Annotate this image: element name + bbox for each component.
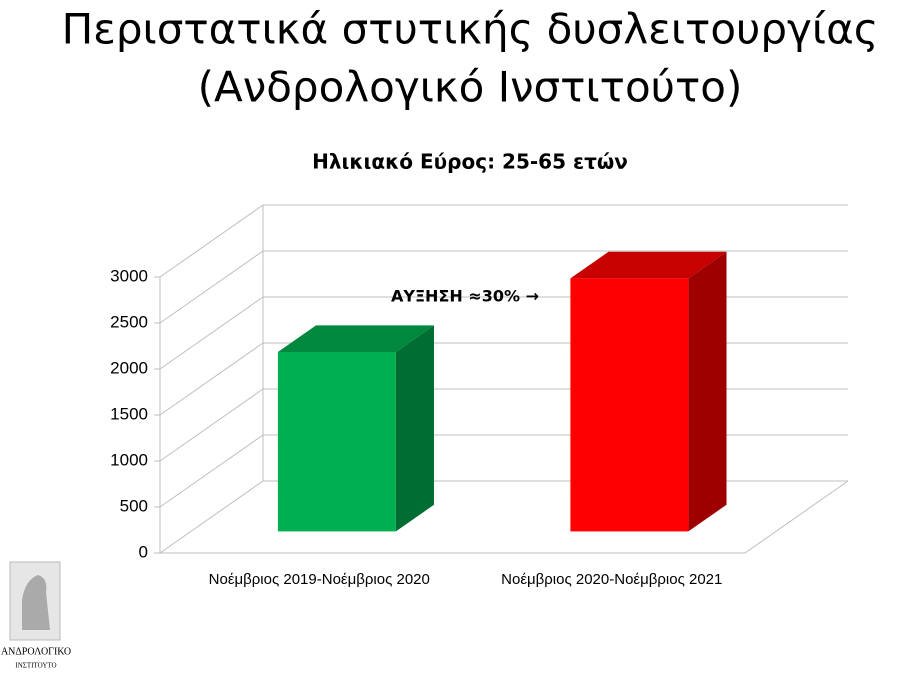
y-tick-label: 1500 [110,404,148,423]
y-tick-label: 0 [139,542,148,561]
bar [277,352,396,532]
floor [160,480,849,554]
grid-line [159,480,848,554]
title-line: Περιστατικά στυτικής δυσλειτουργίας [62,5,879,54]
y-tick-label: 2500 [110,312,148,331]
bar-top [277,325,435,352]
chart-title: Ηλικιακό Εύρος: 25-65 ετών [312,150,628,174]
plot: 0 500 1000 1500 2000 2500 3000 Νοέμβριος 2019-Ν… [110,204,849,588]
y-tick-label: 2000 [110,358,148,377]
logo-text: ΑΝΔΡΟΛΟΓΙΚΟ [1,646,71,657]
grid-line [159,250,848,324]
grid-line [159,204,848,278]
logo-figure [22,575,50,630]
title-line: (Ανδρολογικό Ινστιτούτο) [198,63,743,112]
x-tick-label: Νοέμβριος 2019-Νοέμβριος 2020 [209,571,430,588]
y-tick-label: 3000 [110,266,148,285]
bar-top [570,251,727,279]
logo: ΑΝΔΡΟΛΟΓΙΚΟ ΙΝΣΤΙΤΟΥΤΟ [1,561,71,670]
annotation: ΑΥΞΗΣΗ ≈30% → [391,287,539,306]
bar-side [688,251,727,532]
x-tick-label: Νοέμβριος 2020-Νοέμβριος 2021 [501,571,722,588]
bar-side [395,325,435,532]
bar [570,278,689,532]
y-tick-label: 500 [120,496,148,515]
logo-text: ΙΝΣΤΙΤΟΥΤΟ [15,662,56,670]
y-tick-label: 1000 [110,450,148,469]
